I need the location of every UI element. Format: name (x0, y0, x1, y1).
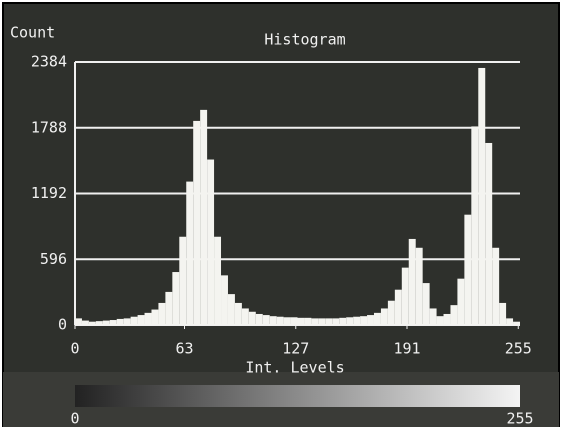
bar (485, 143, 492, 325)
bar (277, 317, 284, 325)
bar (124, 318, 131, 325)
bar (214, 237, 221, 325)
bar (513, 322, 520, 325)
bar (388, 301, 395, 325)
bar (367, 315, 374, 325)
bar (151, 310, 158, 325)
bar (381, 308, 388, 325)
bar (478, 68, 485, 325)
bar (221, 275, 228, 325)
bar (353, 317, 360, 325)
bar (235, 303, 242, 325)
bar (207, 160, 214, 325)
bar (138, 315, 145, 325)
bar (444, 314, 451, 325)
bar (506, 318, 513, 325)
bar (430, 308, 437, 325)
bar (158, 303, 165, 325)
gradient-bar (75, 385, 520, 407)
bar (242, 308, 249, 325)
bar (200, 110, 207, 325)
bar (318, 318, 325, 325)
bar (450, 305, 457, 325)
x-tick-label: 63 (175, 340, 193, 358)
bar (179, 237, 186, 325)
bar (186, 182, 193, 325)
bar (402, 268, 409, 325)
bar (339, 318, 346, 325)
gradient-tick-label: 255 (506, 410, 533, 427)
bar (96, 321, 103, 325)
bar (193, 121, 200, 325)
bar (325, 318, 332, 325)
x-tick-label: 255 (505, 340, 532, 358)
y-tick-label: 2384 (31, 53, 67, 71)
bar (249, 312, 256, 325)
bar (332, 318, 339, 325)
bar (145, 313, 152, 325)
bar (395, 290, 402, 325)
bar (270, 316, 277, 325)
bar (263, 315, 270, 325)
bar (228, 294, 235, 325)
bar (471, 126, 478, 325)
x-tick-label: 127 (282, 340, 309, 358)
y-tick-label: 1788 (31, 118, 67, 136)
bar (82, 321, 89, 325)
bar (75, 318, 82, 325)
bar (172, 272, 179, 325)
bar (103, 321, 110, 325)
bar (311, 318, 318, 325)
bar (256, 314, 263, 325)
x-tick-label: 191 (393, 340, 420, 358)
bar (437, 316, 444, 325)
bar (298, 318, 305, 325)
bar (360, 316, 367, 325)
y-tick-label: 1192 (31, 184, 67, 202)
bar (284, 317, 291, 325)
bar (346, 317, 353, 325)
bar (409, 239, 416, 325)
chart-title: Histogram (264, 31, 345, 49)
bar (131, 317, 138, 325)
bar (110, 320, 117, 325)
y-tick-label: 596 (40, 250, 67, 268)
chart: Histogram Count Int. Levels 0 596 1192 1788… (0, 0, 564, 427)
bar (117, 319, 124, 325)
bar (416, 248, 423, 325)
bar (291, 317, 298, 325)
gradient-tick-label: 0 (70, 410, 79, 427)
bar (464, 215, 471, 325)
bar (374, 313, 381, 325)
x-axis-label: Int. Levels (245, 359, 344, 377)
bar (89, 322, 96, 325)
bar (499, 303, 506, 325)
bar (457, 279, 464, 325)
bar (304, 318, 311, 325)
bar (423, 283, 430, 325)
bar (165, 292, 172, 325)
y-axis-label: Count (10, 24, 55, 42)
y-tick-label: 0 (58, 316, 67, 334)
bar (492, 248, 499, 325)
x-tick-label: 0 (70, 340, 79, 358)
